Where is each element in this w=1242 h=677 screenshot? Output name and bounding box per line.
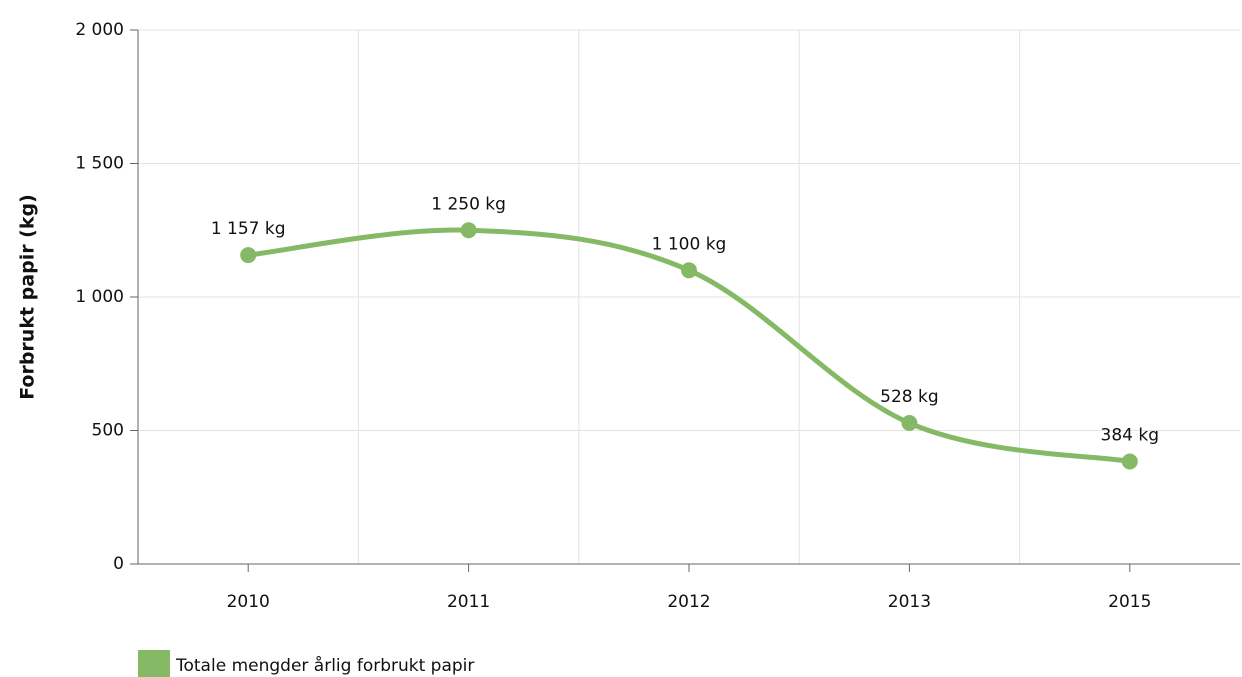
y-tick-label: 2 000 xyxy=(75,20,124,40)
point xyxy=(1121,453,1138,470)
y-tick-label: 1 000 xyxy=(75,287,124,307)
y-tick-label: 500 xyxy=(92,421,124,441)
data-label: 1 100 kg xyxy=(652,234,727,254)
x-tick-label: 2010 xyxy=(227,592,270,612)
x-tick-label: 2011 xyxy=(447,592,490,612)
point xyxy=(681,262,697,279)
legend-swatch xyxy=(138,650,170,677)
legend-label: Totale mengder årlig forbrukt papir xyxy=(175,655,474,676)
y-tick-label: 0 xyxy=(113,554,124,574)
x-tick-label: 2015 xyxy=(1108,592,1151,612)
data-label: 384 kg xyxy=(1101,425,1160,445)
y-axis-title: Forbrukt papir (kg) xyxy=(17,194,39,400)
data-label: 1 157 kg xyxy=(211,219,286,239)
point xyxy=(460,222,477,239)
data-label: 1 250 kg xyxy=(431,194,506,214)
x-tick-label: 2012 xyxy=(667,592,710,612)
point xyxy=(240,247,257,264)
x-tick-label: 2013 xyxy=(888,592,931,612)
point xyxy=(901,415,918,432)
data-label: 528 kg xyxy=(880,387,939,407)
y-tick-label: 1 500 xyxy=(75,154,124,174)
